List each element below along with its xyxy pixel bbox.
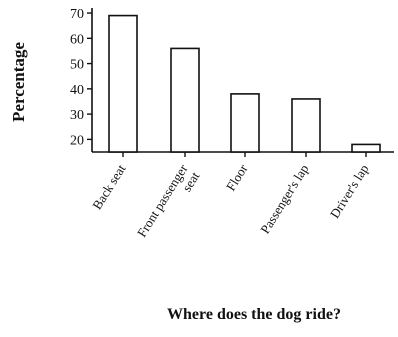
- y-axis-label: Percentage: [9, 42, 28, 122]
- bar: [351, 143, 381, 153]
- y-tick-label: 40: [70, 83, 84, 98]
- y-tick-label: 50: [70, 58, 84, 73]
- bar: [230, 93, 260, 153]
- x-axis-label: Where does the dog ride?: [167, 306, 341, 323]
- x-ticks: Back seat Front passengerseat Floor Passeng…: [89, 152, 372, 247]
- bar: [170, 47, 200, 153]
- bar: [291, 98, 321, 153]
- x-tick-label: Driver's lap: [327, 162, 372, 221]
- y-tick-label: 60: [70, 32, 84, 47]
- bars: [108, 14, 381, 153]
- y-ticks: 20 30 40 50 60 70: [70, 7, 92, 148]
- x-tick-label: Passenger's lap: [257, 162, 311, 237]
- x-tick-label: Back seat: [89, 161, 129, 212]
- x-tick-label: Front passengerseat: [134, 161, 203, 247]
- y-tick-label: 20: [70, 133, 84, 148]
- bar: [108, 14, 138, 153]
- y-tick-label: 70: [70, 7, 84, 22]
- y-tick-label: 30: [70, 108, 84, 123]
- x-tick-label: Floor: [223, 161, 251, 193]
